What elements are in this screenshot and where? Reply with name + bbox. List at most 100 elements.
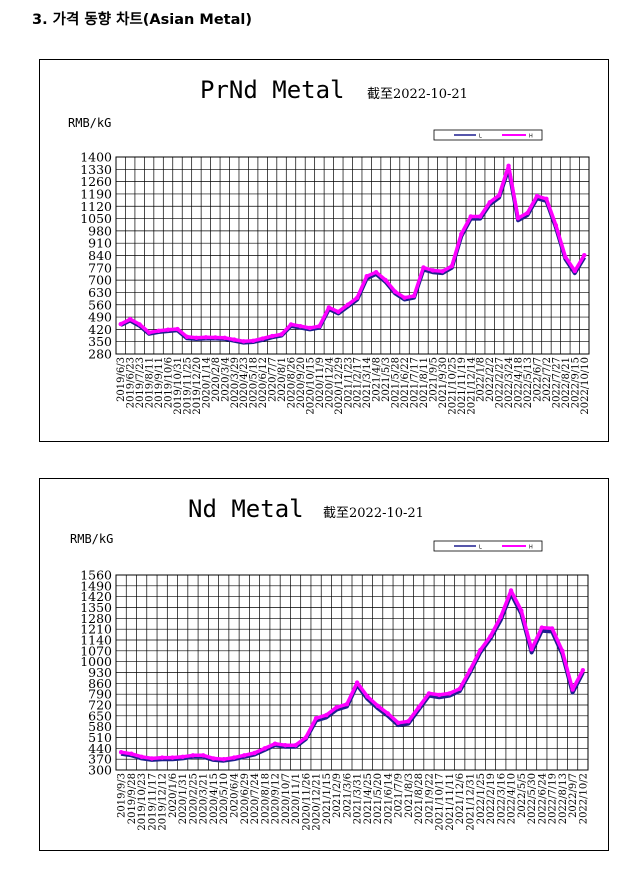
x-tick-label: 2020/6/12 [258,357,269,408]
data-point-h [262,746,267,751]
data-point-h [421,265,426,270]
x-tick-label: 2020/8/18 [260,773,271,824]
data-point-h [478,647,483,653]
y-tick-label: 1400 [80,150,112,165]
data-point-h [411,293,417,299]
x-tick-label: 2021/5/28 [391,357,402,408]
y-tick-label: 930 [88,665,112,680]
x-tick-label: 2021/10/25 [447,357,458,415]
data-point-h [487,200,492,205]
x-tick-label: 2020/8/26 [287,357,298,408]
data-point-h [447,691,452,696]
data-point-h [506,163,511,168]
x-tick-label: 2022/2/2 [485,357,496,402]
data-point-h [146,330,152,335]
x-tick-label: 2020/10/15 [305,357,316,415]
data-point-h [525,210,530,216]
x-tick-label: 2021/6/14 [383,773,394,824]
x-tick-label: 2019/7/23 [135,357,146,408]
y-tick-label: 1140 [80,633,112,648]
nd-chart-canvas: Nd Metal 截至2022-10-21 RMB/kG L H 300370440510… [70,495,589,831]
x-tick-label: 2020/5/18 [249,357,260,408]
data-point-h [213,335,218,340]
y-tick-label: 1350 [80,600,112,615]
x-tick-label: 2021/12/6 [455,773,466,824]
data-point-h [385,711,391,716]
x-tick-label: 2021/9/22 [424,773,435,824]
y-tick-label: 1560 [80,568,112,583]
legend-box [433,129,543,141]
prnd-chart-canvas: PrNd Metal 截至2022-10-21 RMB/kG L H 2803504204… [68,76,591,415]
legend-box [433,540,543,552]
data-point-h [508,588,514,593]
data-point-h [221,756,226,762]
data-point-h [334,705,339,710]
y-tick-label: 280 [88,347,112,362]
data-point-h [383,277,388,283]
x-tick-label: 2020/12/4 [324,357,335,408]
data-point-h [496,193,502,198]
data-point-h [468,214,473,219]
data-point-h [355,295,360,300]
y-tick-label: 490 [88,310,112,325]
x-tick-label: 2021/2/17 [353,357,364,408]
data-point-h [201,753,206,758]
x-tick-label: 2022/10/10 [580,357,591,415]
y-tick-label: 1280 [80,611,112,626]
data-point-h [170,755,175,760]
data-point-h [515,216,521,221]
section-heading: 3. 가격 동향 차트(Asian Metal) [32,12,252,28]
data-point-h [582,252,587,258]
x-tick-label: 2019/6/3 [116,357,127,402]
data-point-h [252,750,257,756]
x-tick-label: 2021/1/15 [322,773,333,824]
x-tick-label: 2022/4/10 [507,773,518,824]
x-tick-label: 2019/6/23 [126,357,137,408]
x-tick-label: 2022/3/16 [496,773,507,824]
x-tick-label: 2021/4/25 [363,773,374,824]
data-point-h [459,231,464,237]
y-tick-label: 910 [88,236,112,251]
data-point-h [572,268,578,274]
data-point-h [326,305,332,310]
x-tick-label: 2021/7/17 [409,357,420,408]
x-tick-label: 2020/7/24 [250,773,261,824]
data-point-h [260,336,265,341]
y-axis-label: RMB/kG [68,116,111,130]
y-tick-label: 770 [88,260,112,275]
x-tick-label: 2021/11/19 [457,357,468,415]
data-point-h [563,254,568,260]
data-point-h [307,325,313,331]
x-tick-label: 2021/11/11 [445,773,456,831]
x-tick-label: 2022/7/27 [551,357,562,408]
x-tick-label: 2021/8/28 [414,773,425,824]
data-point-h [118,321,123,327]
legend-label-l: L [479,545,482,551]
data-point-h [534,193,540,199]
data-point-h [375,703,380,708]
legend-label-h: H [529,545,533,551]
x-tick-label: 2019/9/28 [127,773,138,824]
x-tick-label: 2020/1/31 [178,773,189,824]
chart-subtitle: 截至2022-10-21 [367,87,468,102]
data-point-h [406,719,411,724]
x-tick-label: 2021/3/31 [353,773,364,824]
x-tick-label: 2020/6/29 [240,773,251,824]
data-point-h [303,735,309,740]
y-tick-label: 1050 [80,211,112,226]
data-point-h [127,316,133,322]
data-point-h [241,339,246,344]
y-tick-label: 580 [88,719,112,734]
data-point-h [118,750,124,755]
prnd-metal-chart: PrNd Metal 截至2022-10-21 RMB/kG L H 280 350 420 4… [39,59,609,442]
x-tick-label: 2020/3/4 [220,357,231,402]
data-point-h [364,274,369,279]
x-tick-label: 2020/5/10 [219,773,230,824]
x-tick-label: 2021/6/22 [400,357,411,408]
data-point-h [345,302,350,307]
x-tick-label: 2020/12/29 [334,357,345,415]
data-point-h [498,614,503,619]
data-point-h [426,691,432,696]
data-point-h [336,309,341,314]
x-tick-label: 2020/1/6 [168,773,179,818]
